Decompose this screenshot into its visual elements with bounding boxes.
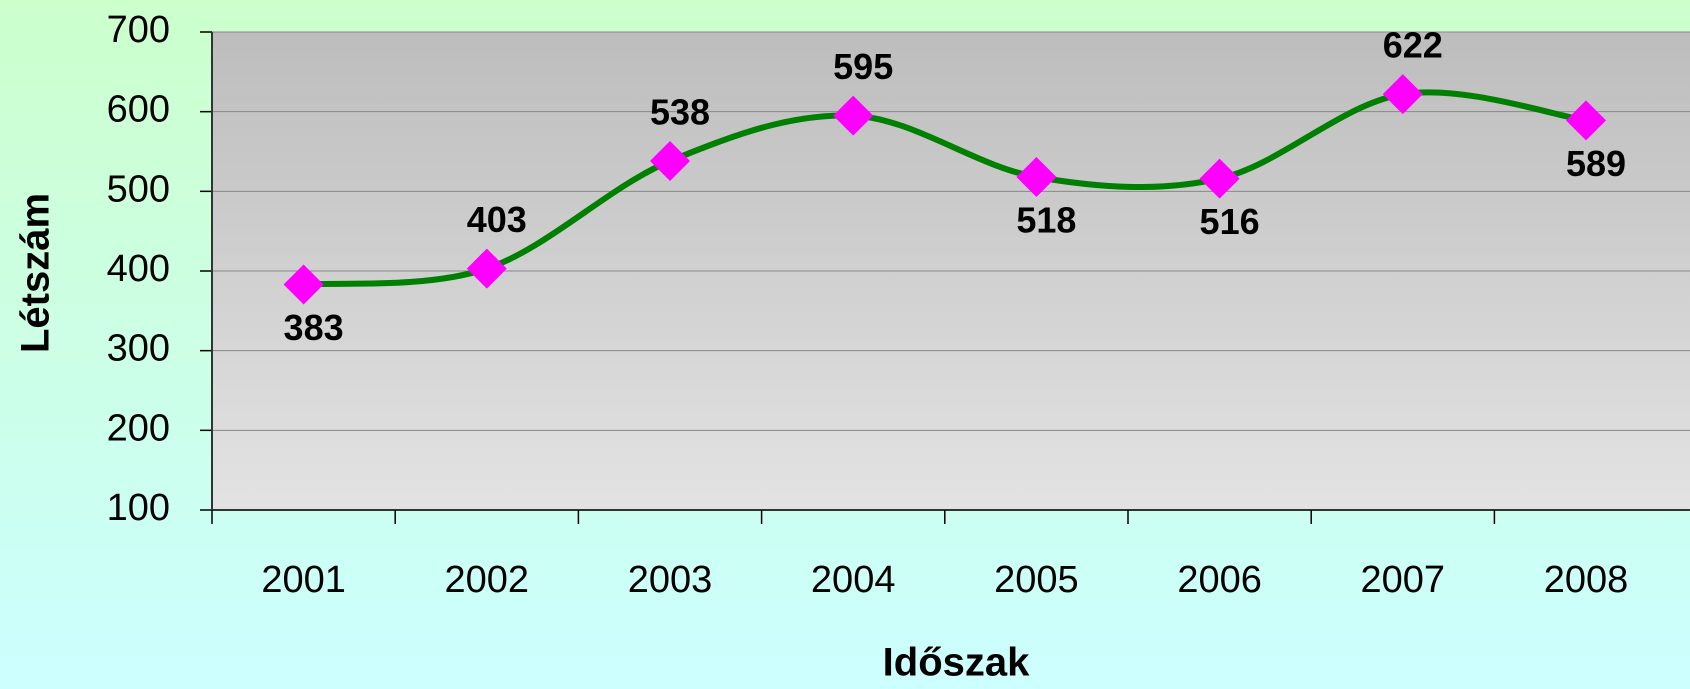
x-tick-label: 2001 [261,559,346,601]
marker [650,141,690,182]
y-tick-label: 300 [107,328,170,370]
y-axis-label: Létszám [14,193,58,353]
y-tick-label: 700 [107,9,170,51]
x-tick-label: 2006 [1177,559,1262,601]
series-line [303,89,1587,288]
marker [1566,100,1606,141]
data-label: 516 [1200,201,1260,242]
marker [1016,156,1057,197]
data-label: 383 [284,307,344,348]
x-axis-label: Időszak [883,641,1030,685]
x-tick-label: 2004 [811,559,896,601]
data-label: 518 [1016,200,1076,241]
data-label: 622 [1383,25,1443,66]
y-tick-label: 200 [107,407,170,449]
marker [833,95,874,136]
x-tick-label: 2008 [1544,559,1629,601]
x-tick-label: 2007 [1361,559,1446,601]
y-tick-label: 500 [107,168,170,210]
y-tick-label: 600 [107,89,170,131]
marker [283,264,324,305]
y-tick-label: 400 [107,248,170,290]
marker [466,248,507,289]
marker [1382,74,1423,115]
data-label: 589 [1566,143,1626,184]
data-label: 595 [833,46,893,87]
y-tick-label: 100 [107,487,170,529]
marker [1199,158,1240,199]
x-tick-label: 2002 [445,559,530,601]
x-tick-label: 2005 [994,559,1079,601]
data-label: 403 [467,199,527,240]
x-tick-label: 2003 [628,559,713,601]
data-label: 538 [650,92,710,133]
